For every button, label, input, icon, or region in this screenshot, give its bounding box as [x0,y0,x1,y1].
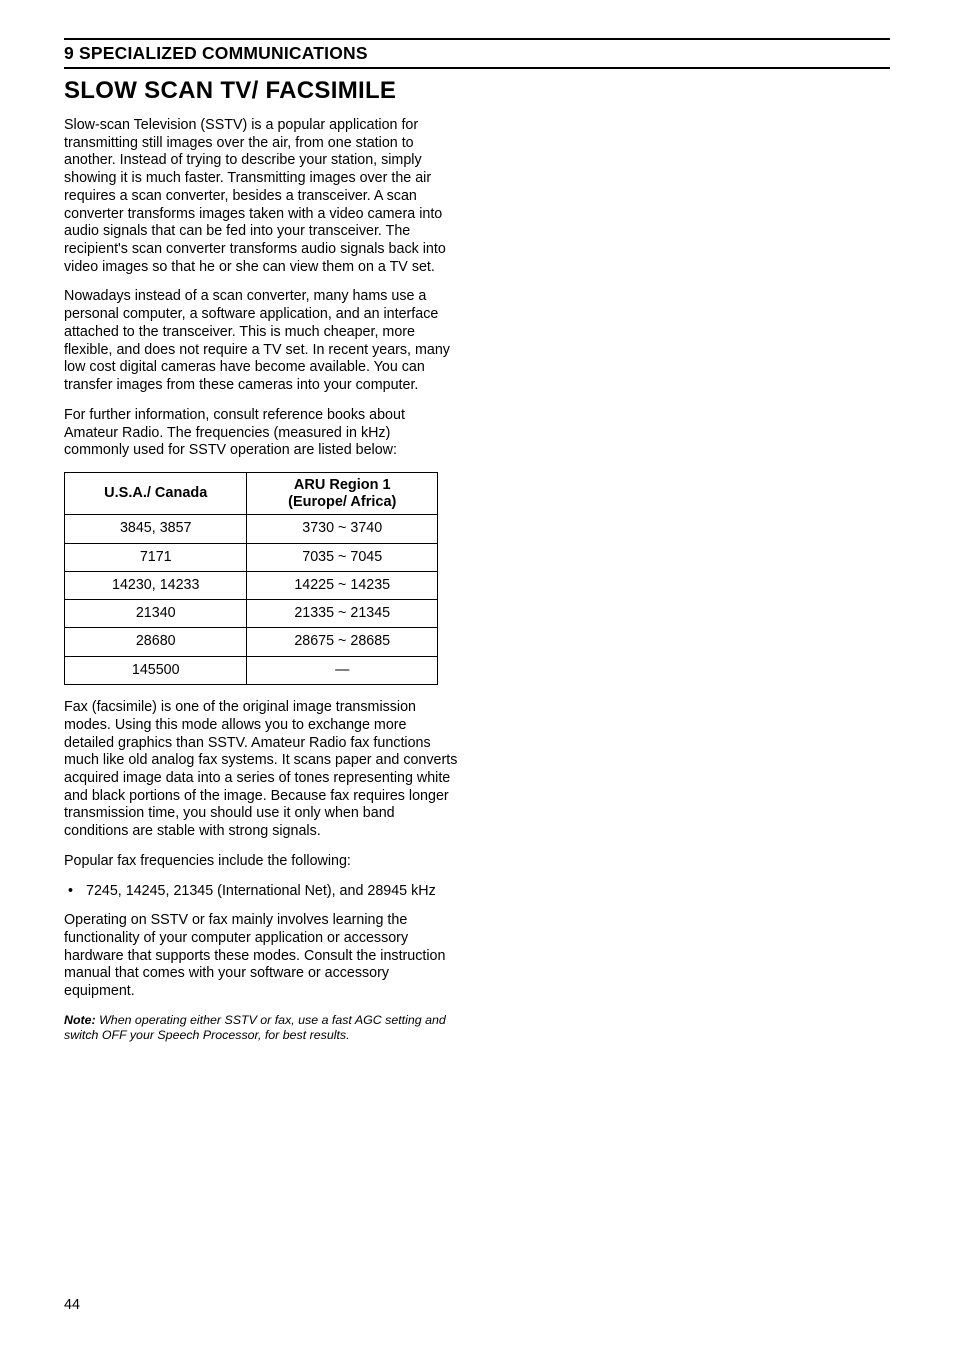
paragraph: For further information, consult referen… [64,407,459,460]
table-row: 28680 28675 ~ 28685 [65,628,438,656]
content-column: Slow-scan Television (SSTV) is a popular… [64,117,459,1044]
paragraph: Nowadays instead of a scan converter, ma… [64,288,459,394]
frequency-table: U.S.A./ Canada ARU Region 1 (Europe/ Afr… [64,472,438,685]
note-text: When operating either SSTV or fax, use a… [64,1013,446,1043]
table-header-aru: ARU Region 1 (Europe/ Africa) [247,472,438,514]
table-row: 7171 7035 ~ 7045 [65,543,438,571]
table-cell: 3730 ~ 3740 [247,515,438,543]
table-header-row: U.S.A./ Canada ARU Region 1 (Europe/ Afr… [65,472,438,514]
table-header-aru-line2: (Europe/ Africa) [288,494,396,510]
table-cell: 3845, 3857 [65,515,247,543]
table-cell: 145500 [65,656,247,684]
table-cell: — [247,656,438,684]
chapter-header: 9 SPECIALIZED COMMUNICATIONS [64,38,890,69]
table-row: 14230, 14233 14225 ~ 14235 [65,571,438,599]
section-title: SLOW SCAN TV/ FACSIMILE [64,77,890,105]
table-header-aru-line1: ARU Region 1 [294,477,391,493]
table-cell: 21340 [65,600,247,628]
table-cell: 7035 ~ 7045 [247,543,438,571]
paragraph: Popular fax frequencies include the foll… [64,853,459,871]
note-label: Note: [64,1013,96,1027]
table-row: 21340 21335 ~ 21345 [65,600,438,628]
page-number: 44 [64,1297,80,1313]
list-item: 7245, 14245, 21345 (International Net), … [64,883,459,901]
paragraph: Operating on SSTV or fax mainly involves… [64,912,459,1001]
note-paragraph: Note: When operating either SSTV or fax,… [64,1013,459,1044]
table-cell: 14230, 14233 [65,571,247,599]
table-cell: 14225 ~ 14235 [247,571,438,599]
chapter-label: 9 SPECIALIZED COMMUNICATIONS [64,43,368,63]
table-cell: 28675 ~ 28685 [247,628,438,656]
table-row: 3845, 3857 3730 ~ 3740 [65,515,438,543]
paragraph: Slow-scan Television (SSTV) is a popular… [64,117,459,276]
table-row: 145500 — [65,656,438,684]
table-cell: 28680 [65,628,247,656]
fax-frequency-list: 7245, 14245, 21345 (International Net), … [64,883,459,901]
table-cell: 7171 [65,543,247,571]
paragraph: Fax (facsimile) is one of the original i… [64,699,459,841]
table-header-usa: U.S.A./ Canada [65,472,247,514]
table-cell: 21335 ~ 21345 [247,600,438,628]
